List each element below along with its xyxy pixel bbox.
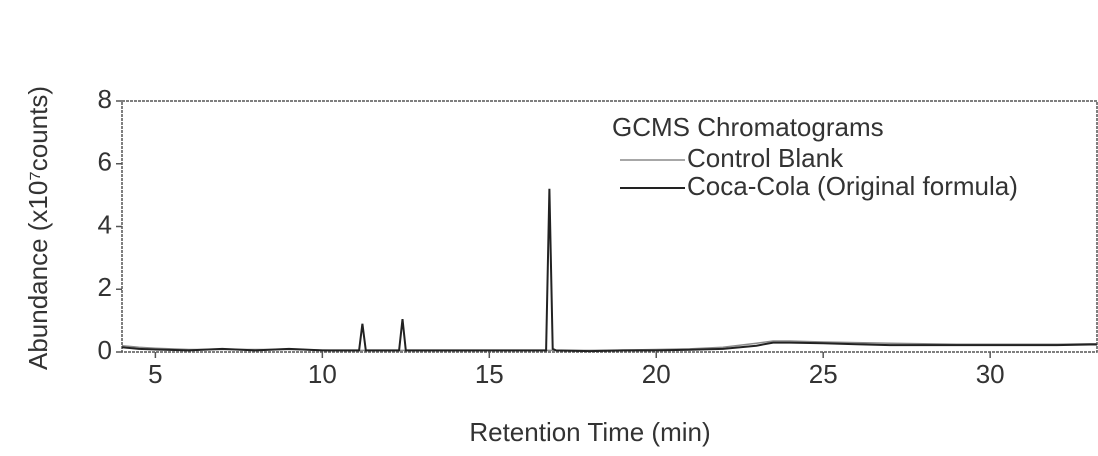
y-tick-label: 2 (98, 272, 112, 302)
legend-label: Control Blank (687, 143, 844, 173)
y-axis-label: Abundance (x10⁷counts) (23, 86, 53, 370)
x-tick-label: 30 (976, 359, 1005, 389)
y-tick-label: 0 (98, 335, 112, 365)
x-axis-label: Retention Time (min) (469, 417, 710, 447)
y-tick-label: 8 (98, 84, 112, 114)
plot-frame (121, 100, 1098, 353)
x-tick-label: 15 (475, 359, 504, 389)
y-tick-label: 4 (98, 209, 112, 239)
x-tick-label: 20 (642, 359, 671, 389)
x-tick-label: 25 (809, 359, 838, 389)
x-tick-label: 5 (148, 359, 162, 389)
y-tick-label: 6 (98, 147, 112, 177)
series-line (121, 188, 1097, 353)
legend-label: Coca-Cola (Original formula) (687, 171, 1018, 201)
x-tick-label: 10 (308, 359, 337, 389)
legend-title: GCMS Chromatograms (612, 112, 884, 142)
